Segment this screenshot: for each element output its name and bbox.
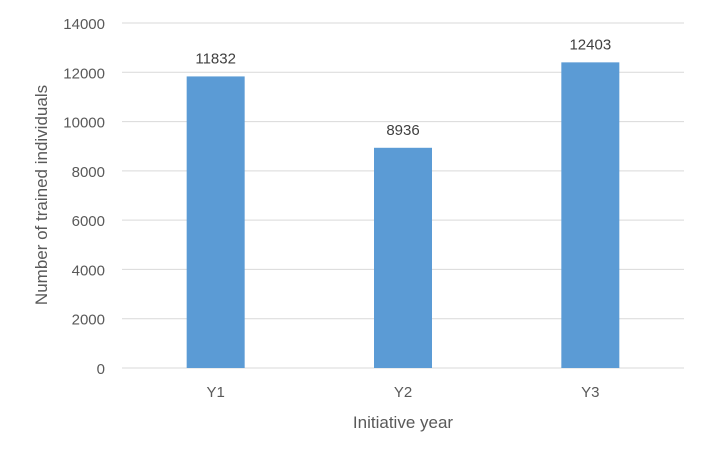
data-label: 12403 — [569, 36, 611, 53]
x-tick-labels: Y1 Y2 Y3 — [206, 384, 599, 401]
x-axis-title: Initiative year — [353, 413, 453, 432]
y-tick-label: 2000 — [72, 312, 105, 329]
y-tick-label: 4000 — [72, 262, 105, 279]
bar-y1 — [186, 76, 245, 368]
data-label: 11832 — [195, 50, 236, 67]
y-tick-label: 12000 — [63, 65, 105, 82]
y-tick-label: 8000 — [72, 164, 105, 181]
y-tick-label: 0 — [97, 361, 105, 378]
data-labels: 11832 8936 12403 — [195, 36, 611, 138]
y-tick-label: 6000 — [72, 213, 105, 230]
y-axis-title: Number of trained individuals — [32, 85, 51, 305]
y-tick-label: 10000 — [63, 115, 105, 132]
x-tick-label: Y3 — [581, 384, 599, 401]
bar-y3 — [561, 62, 620, 368]
bar-y2 — [374, 147, 432, 368]
x-tick-label: Y2 — [394, 384, 412, 401]
y-tick-label: 14000 — [63, 16, 105, 33]
y-tick-labels: 0 2000 4000 6000 8000 10000 12000 14000 — [63, 16, 105, 378]
data-label: 8936 — [386, 122, 419, 139]
x-tick-label: Y1 — [206, 384, 224, 401]
bars — [186, 62, 620, 368]
